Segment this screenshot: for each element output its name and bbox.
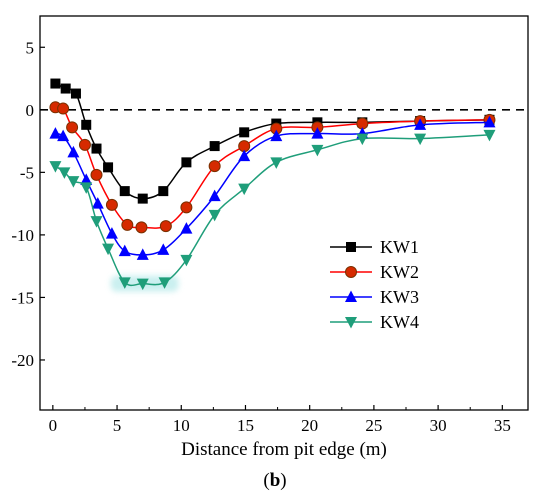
data-point <box>67 145 80 158</box>
data-point <box>483 129 496 142</box>
data-point <box>105 198 118 211</box>
legend-label: KW2 <box>380 262 419 282</box>
data-point <box>136 248 149 260</box>
series-line <box>55 82 490 200</box>
y-tick-label: -15 <box>11 288 34 307</box>
data-point <box>270 157 283 169</box>
data-point <box>136 278 149 291</box>
data-point <box>208 209 221 222</box>
data-point <box>103 162 114 173</box>
data-point <box>50 78 61 89</box>
data-point <box>209 141 220 152</box>
data-point <box>158 186 169 197</box>
series-kw1 <box>50 78 495 204</box>
series-kw3 <box>49 115 496 260</box>
x-tick-label: 30 <box>430 416 447 435</box>
legend-label: KW1 <box>380 237 419 257</box>
data-point <box>238 149 251 162</box>
x-tick-label: 0 <box>49 416 58 435</box>
x-tick-label: 20 <box>301 416 318 435</box>
data-point <box>119 186 130 197</box>
data-point <box>135 221 148 234</box>
caption: (b) <box>263 470 287 491</box>
data-point <box>270 129 283 142</box>
data-point <box>78 138 91 151</box>
data-point <box>180 254 193 267</box>
data-point <box>311 144 324 157</box>
data-point <box>67 176 80 188</box>
data-point <box>102 243 115 256</box>
data-point <box>311 127 324 139</box>
data-point <box>90 168 103 181</box>
caption-label: b <box>269 470 281 491</box>
data-point <box>57 102 70 115</box>
data-point <box>483 115 496 128</box>
data-point <box>137 193 148 204</box>
y-tick-label: -5 <box>20 163 34 182</box>
data-point <box>414 133 427 146</box>
data-point <box>181 157 192 168</box>
series-kw2 <box>49 101 496 234</box>
data-point <box>66 121 79 134</box>
data-point <box>49 161 62 173</box>
data-point <box>49 127 62 139</box>
data-point <box>118 277 131 289</box>
data-point <box>60 83 71 94</box>
x-tick-label: 35 <box>494 416 511 435</box>
y-tick-label: -20 <box>11 351 34 370</box>
legend-item: KW4 <box>330 312 419 332</box>
data-point <box>121 218 134 231</box>
series-kw4 <box>49 129 496 291</box>
legend-item: KW3 <box>330 287 419 307</box>
y-tick-label: 0 <box>26 101 35 120</box>
data-point <box>90 216 103 228</box>
data-point <box>157 243 170 255</box>
y-tick-label: 5 <box>26 38 35 57</box>
data-point <box>239 127 250 138</box>
legend-label: KW3 <box>380 287 419 307</box>
data-point <box>57 129 70 142</box>
data-point <box>345 266 357 278</box>
legend-label: KW4 <box>380 312 419 332</box>
data-point <box>118 244 131 257</box>
x-tick-label: 15 <box>237 416 254 435</box>
y-axis: 5 0 -5 -10 -15 -20 <box>11 38 45 370</box>
y-tick-label: -10 <box>11 226 34 245</box>
data-point <box>208 189 221 202</box>
legend-item: KW1 <box>330 237 419 257</box>
data-point <box>70 88 81 99</box>
x-axis-title: Distance from pit edge (m) <box>181 439 387 460</box>
x-axis: 0 5 10 15 20 25 30 35 <box>49 405 511 435</box>
data-point <box>105 227 118 239</box>
data-point <box>414 118 427 130</box>
x-tick-label: 25 <box>365 416 382 435</box>
data-point <box>208 160 221 173</box>
legend-item: KW2 <box>330 262 419 282</box>
data-point <box>80 182 93 194</box>
data-point <box>356 133 369 146</box>
data-point <box>158 277 171 289</box>
data-point <box>58 167 71 179</box>
data-point <box>346 242 356 252</box>
data-point <box>238 183 251 196</box>
data-point <box>81 119 92 130</box>
data-point <box>345 290 357 302</box>
series-layer <box>49 78 496 291</box>
plot-area <box>39 15 529 411</box>
legend: KW1 KW2 KW3 KW4 <box>330 237 419 332</box>
x-tick-label: 10 <box>173 416 190 435</box>
data-point <box>91 143 102 154</box>
data-point <box>80 173 93 185</box>
data-point <box>159 220 172 233</box>
data-point <box>180 222 193 234</box>
data-point <box>180 201 193 214</box>
data-point <box>345 317 357 329</box>
chart: 0 5 10 15 20 25 30 35 50-5-10-15-20 KW1KW2KW3KW… <box>11 15 529 460</box>
data-point <box>91 197 104 209</box>
x-tick-label: 5 <box>113 416 122 435</box>
